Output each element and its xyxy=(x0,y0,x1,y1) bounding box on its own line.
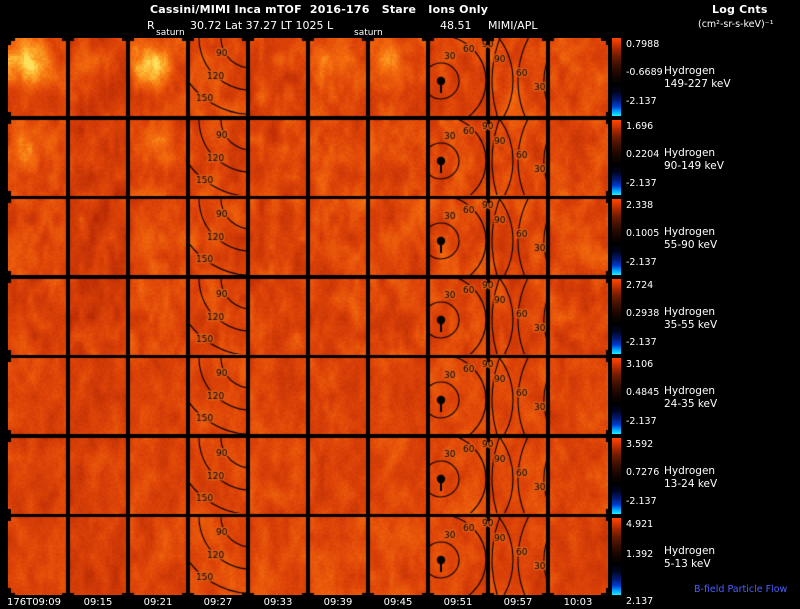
colorbar-min-label: -2.137 xyxy=(626,337,657,348)
saturn-subscript-left: saturn xyxy=(156,28,185,38)
channel-energy: 35-55 keV xyxy=(664,319,718,331)
colorbar-row-3 xyxy=(612,279,621,354)
time-tick-label: 09:27 xyxy=(203,597,233,608)
time-tick-label: 09:39 xyxy=(323,597,353,608)
channel-species: Hydrogen xyxy=(664,545,716,557)
colorbar-max-label: 3.106 xyxy=(626,359,654,370)
channel-energy: 149-227 keV xyxy=(664,78,731,90)
channel-energy: 5-13 keV xyxy=(664,558,711,570)
channel-species: Hydrogen xyxy=(664,65,716,77)
colorbar-max-label: 2.338 xyxy=(626,200,654,211)
colorbar-mid-label: 0.2938 xyxy=(626,308,660,319)
bfield-flow-note: B-field Particle Flow xyxy=(694,584,788,595)
colorbar-units-title: Log Cnts xyxy=(712,3,768,16)
colorbar-row-4 xyxy=(612,358,621,434)
ephemeris-l-value: 48.51 xyxy=(440,19,472,32)
colorbar-row-0 xyxy=(612,38,621,116)
colorbar-mid-label: -0.6689 xyxy=(626,67,663,78)
time-tick-label: 09:33 xyxy=(263,597,293,608)
plot-title: Cassini/MIMI Inca mTOF 2016-176 Stare Io… xyxy=(150,3,489,16)
channel-species: Hydrogen xyxy=(664,306,716,318)
colorbar-max-label: 3.592 xyxy=(626,439,654,450)
channel-energy: 90-149 keV xyxy=(664,160,724,172)
channel-energy: 24-35 keV xyxy=(664,398,718,410)
time-tick-label: 09:51 xyxy=(443,597,473,608)
channel-energy: 13-24 keV xyxy=(664,478,718,490)
saturn-subscript-right: saturn xyxy=(354,28,383,38)
spectrogram-canvas xyxy=(8,38,608,595)
colorbar-mid-label: 0.1005 xyxy=(626,228,660,239)
colorbar-max-label: 0.7988 xyxy=(626,39,660,50)
colorbar-mid-label: 0.7276 xyxy=(626,467,660,478)
instrument-label: MIMI/APL xyxy=(488,19,538,32)
time-tick-label: 09:21 xyxy=(143,597,173,608)
time-tick-label: 09:15 xyxy=(83,597,113,608)
time-tick-label: 176T09:09 xyxy=(6,597,62,608)
colorbar-mid-label: 0.4845 xyxy=(626,387,660,398)
colorbar-units-formula: (cm²-sr-s-keV)⁻¹ xyxy=(698,19,774,30)
colorbar-max-label: 2.724 xyxy=(626,280,654,291)
colorbar-max-label: 1.696 xyxy=(626,121,654,132)
ephemeris-values: 30.72 Lat 37.27 LT 1025 L xyxy=(190,19,334,32)
colorbar-row-1 xyxy=(612,120,621,195)
channel-energy: 55-90 keV xyxy=(664,239,718,251)
colorbar-mid-label: 0.2204 xyxy=(626,149,660,160)
colorbar-min-label: 2.137 xyxy=(626,596,654,607)
colorbar-min-label: -2.137 xyxy=(626,96,657,107)
channel-species: Hydrogen xyxy=(664,465,716,477)
time-tick-label: 09:45 xyxy=(383,597,413,608)
colorbar-min-label: -2.137 xyxy=(626,178,657,189)
colorbar-row-5 xyxy=(612,438,621,514)
channel-species: Hydrogen xyxy=(664,147,716,159)
channel-species: Hydrogen xyxy=(664,385,716,397)
ephemeris-r-label: R xyxy=(147,19,155,32)
colorbar-row-2 xyxy=(612,199,621,275)
time-tick-label: 10:03 xyxy=(563,597,593,608)
channel-species: Hydrogen xyxy=(664,226,716,238)
colorbar-max-label: 4.921 xyxy=(626,519,654,530)
colorbar-min-label: -2.137 xyxy=(626,416,657,427)
colorbar-min-label: -2.137 xyxy=(626,496,657,507)
colorbar-row-6 xyxy=(612,518,621,595)
colorbar-min-label: -2.137 xyxy=(626,257,657,268)
colorbar-mid-label: 1.392 xyxy=(626,549,654,560)
time-tick-label: 09:57 xyxy=(503,597,533,608)
